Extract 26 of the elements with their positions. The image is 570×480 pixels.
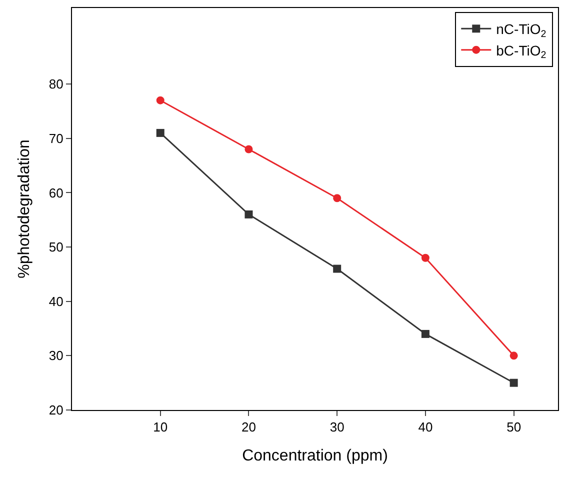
point bbox=[421, 254, 430, 262]
point bbox=[421, 330, 430, 338]
y-tick-label: 60 bbox=[48, 185, 64, 200]
y-tick-label: 20 bbox=[48, 402, 64, 418]
y-tick-label: 30 bbox=[48, 348, 64, 364]
y-tick-label: 40 bbox=[48, 294, 64, 309]
x-tick-label: 40 bbox=[418, 420, 433, 435]
point bbox=[244, 145, 253, 154]
legend-label: nC-TiO$_{2}$ bbox=[496, 21, 546, 40]
point bbox=[510, 378, 518, 387]
x-tick-label: 50 bbox=[506, 420, 522, 435]
legend-label: bC-TiO$_{2}$ bbox=[496, 42, 546, 62]
x-tick-label: 20 bbox=[241, 420, 256, 435]
y-tick-label: 70 bbox=[48, 130, 64, 146]
point bbox=[156, 128, 164, 137]
point bbox=[333, 194, 342, 202]
point bbox=[244, 210, 253, 218]
y-tick-label: 80 bbox=[48, 76, 64, 92]
y-axis-title: %photodegradation bbox=[16, 140, 33, 278]
point bbox=[333, 264, 342, 273]
x-tick-label: 30 bbox=[330, 420, 344, 435]
point bbox=[156, 96, 164, 104]
x-tick-label: 10 bbox=[153, 420, 168, 435]
x-axis-title: Concentration (ppm) bbox=[242, 447, 388, 464]
point bbox=[510, 352, 518, 360]
y-tick-label: 50 bbox=[48, 240, 64, 255]
